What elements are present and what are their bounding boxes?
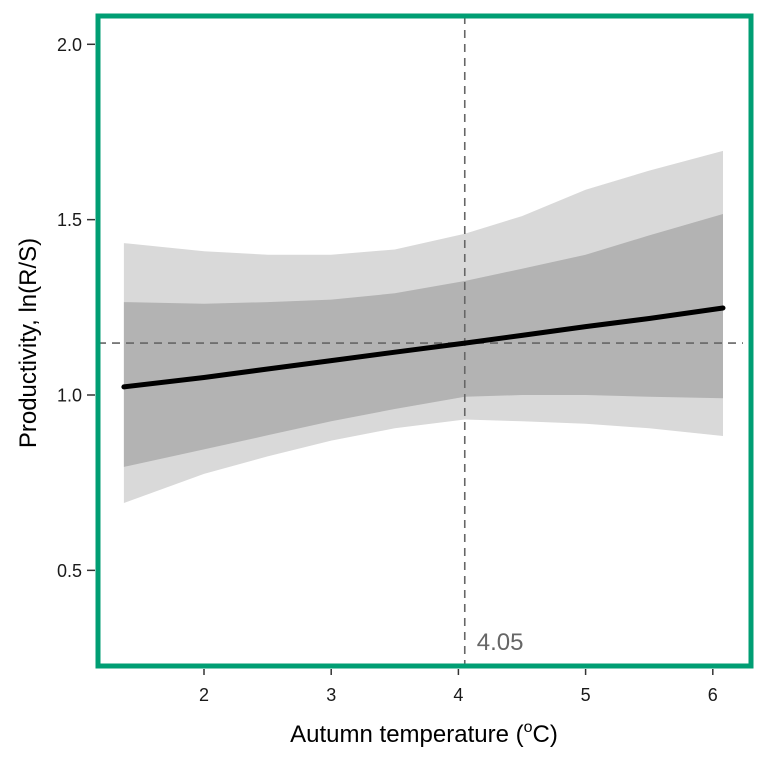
inner-band [123,214,723,467]
x-axis-title: Autumn temperature (oC) [290,719,558,748]
y-tick-label: 1.5 [57,210,82,230]
plot-frame [95,13,754,669]
y-tick-label: 0.5 [57,561,82,581]
x-axis-title-text: Autumn temperature ( [290,721,523,748]
x-tick-label: 5 [581,685,591,705]
x-tick-label: 2 [199,685,209,705]
x-tick-label: 4 [453,685,463,705]
y-axis: 0.5 1.0 1.5 2.0 [57,35,95,581]
fit-line [121,305,726,390]
y-tick-label: 1.0 [57,386,82,406]
confidence-bands [123,150,723,503]
x-axis: 2 3 4 5 6 [199,669,718,705]
x-axis-title-degree: o [524,719,533,736]
y-tick-label: 2.0 [57,35,82,55]
vertical-reference-label: 4.05 [477,629,524,656]
x-tick-label: 6 [708,685,718,705]
y-axis-title: Productivity, ln(R/S) [15,238,42,448]
x-tick-label: 3 [326,685,336,705]
x-axis-title-unit: C) [533,721,558,748]
